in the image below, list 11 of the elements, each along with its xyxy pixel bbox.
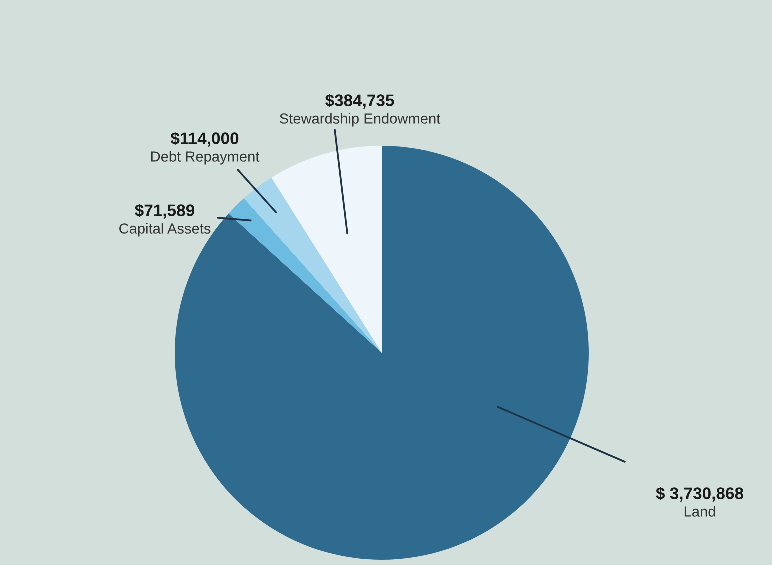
- pie-slice: [244, 178, 382, 353]
- data-label: $71,589: [135, 204, 195, 219]
- slice-label: Stewardship Endowment: [280, 113, 441, 127]
- data-label: $114,000: [170, 132, 239, 147]
- pie-slice: [272, 146, 382, 353]
- data-label: $ 3,730,868: [656, 486, 744, 502]
- slice-label: Capital Assets: [120, 223, 211, 237]
- slice-label: Land: [684, 506, 716, 517]
- pie-slice: [228, 198, 382, 353]
- slice-label: Debt Repayment: [151, 151, 260, 165]
- data-label: $384,735: [325, 94, 394, 109]
